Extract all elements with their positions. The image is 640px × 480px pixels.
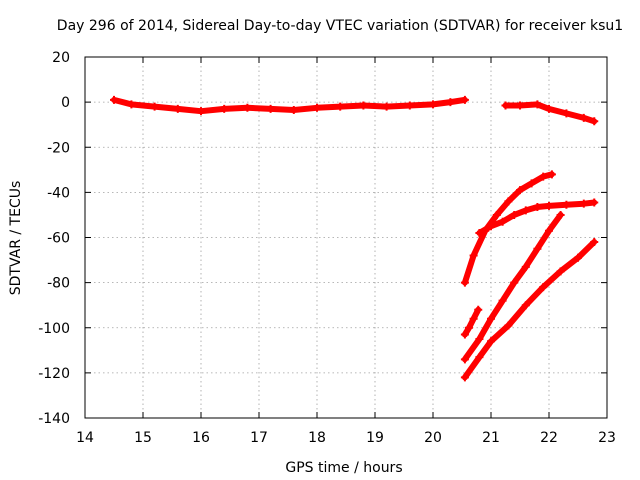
data-point <box>475 353 484 362</box>
x-tick-label: 23 <box>598 430 616 446</box>
series-track-e <box>461 306 482 338</box>
data-point <box>533 244 542 253</box>
tick-labels: 14 15 16 17 18 19 20 21 22 23 20 0 -20 -40 -60 -80 -100 -… <box>38 50 616 446</box>
x-tick-label: 16 <box>192 430 210 446</box>
data-point <box>336 102 345 111</box>
data-point <box>127 100 136 109</box>
data-point <box>501 101 510 110</box>
x-tick-label: 15 <box>134 430 152 446</box>
data-point <box>562 200 571 209</box>
data-point <box>492 210 501 219</box>
data-point <box>498 217 507 226</box>
y-axis-label: SDTVAR / TECUs <box>8 181 24 296</box>
data-point <box>521 262 530 271</box>
data-point <box>533 203 542 212</box>
y-tick-label: -140 <box>38 411 70 427</box>
data-point <box>527 179 536 188</box>
data-point <box>173 104 182 113</box>
x-tick-label: 19 <box>366 430 384 446</box>
x-tick-label: 21 <box>482 430 500 446</box>
y-tick-label: -120 <box>38 366 70 382</box>
x-tick-label: 20 <box>424 430 442 446</box>
data-point <box>474 305 483 314</box>
data-point <box>498 296 507 305</box>
grid <box>85 57 607 418</box>
data-point <box>469 251 478 260</box>
data-point <box>562 109 571 118</box>
series-track-c <box>461 171 555 286</box>
data-point <box>556 210 565 219</box>
x-tick-label: 18 <box>308 430 326 446</box>
data-point <box>446 98 455 107</box>
data-point <box>460 373 469 382</box>
y-tick-label: -100 <box>38 321 70 337</box>
data-point <box>521 301 530 310</box>
data-point <box>110 95 118 104</box>
data-point <box>150 102 159 111</box>
data-point <box>475 335 484 344</box>
data-point <box>469 314 478 323</box>
data-point <box>429 100 437 109</box>
x-axis-label: GPS time / hours <box>285 460 402 476</box>
data-point <box>487 337 495 346</box>
data-point <box>289 106 298 115</box>
data-point <box>460 330 469 339</box>
axis-ticks <box>84 56 608 419</box>
y-tick-label: -20 <box>47 140 70 156</box>
data-point <box>460 278 469 287</box>
data-point <box>574 253 582 262</box>
data-point <box>547 170 556 179</box>
data-point <box>504 321 513 330</box>
y-tick-label: -40 <box>47 185 70 201</box>
data-point <box>556 267 565 276</box>
data-point <box>510 210 519 219</box>
y-tick-label: 20 <box>52 50 70 66</box>
data-point <box>475 228 484 237</box>
data-point <box>545 226 553 235</box>
data-series <box>110 95 599 382</box>
data-point <box>487 314 495 323</box>
data-point <box>464 323 473 332</box>
data-point <box>313 103 321 112</box>
data-point <box>545 201 553 210</box>
x-tick-label: 22 <box>540 430 558 446</box>
data-point <box>579 113 588 122</box>
data-point <box>504 197 513 206</box>
data-point <box>539 283 548 292</box>
x-tick-label: 14 <box>76 430 94 446</box>
data-point <box>579 199 588 208</box>
data-point <box>220 104 229 113</box>
y-tick-label: -60 <box>47 231 70 247</box>
data-point <box>533 100 542 109</box>
data-point <box>590 117 599 126</box>
y-tick-label: 0 <box>61 95 70 111</box>
data-point <box>359 101 368 110</box>
data-point <box>382 102 391 111</box>
data-point <box>521 206 530 215</box>
data-point <box>516 101 524 110</box>
data-point <box>590 238 599 247</box>
chart-title: Day 296 of 2014, Sidereal Day-to-day VTE… <box>57 18 623 34</box>
x-tick-label: 17 <box>250 430 268 446</box>
data-point <box>460 355 469 364</box>
data-point <box>243 103 252 112</box>
y-tick-label: -80 <box>47 276 70 292</box>
data-point <box>590 198 599 207</box>
data-point <box>405 101 414 110</box>
data-point <box>545 104 553 113</box>
data-point <box>266 104 275 113</box>
data-point <box>516 186 524 195</box>
data-point <box>510 278 519 287</box>
series-track-d <box>476 199 598 236</box>
data-point <box>487 222 495 231</box>
data-point <box>539 172 548 181</box>
data-point <box>197 107 205 116</box>
data-point <box>460 95 469 104</box>
